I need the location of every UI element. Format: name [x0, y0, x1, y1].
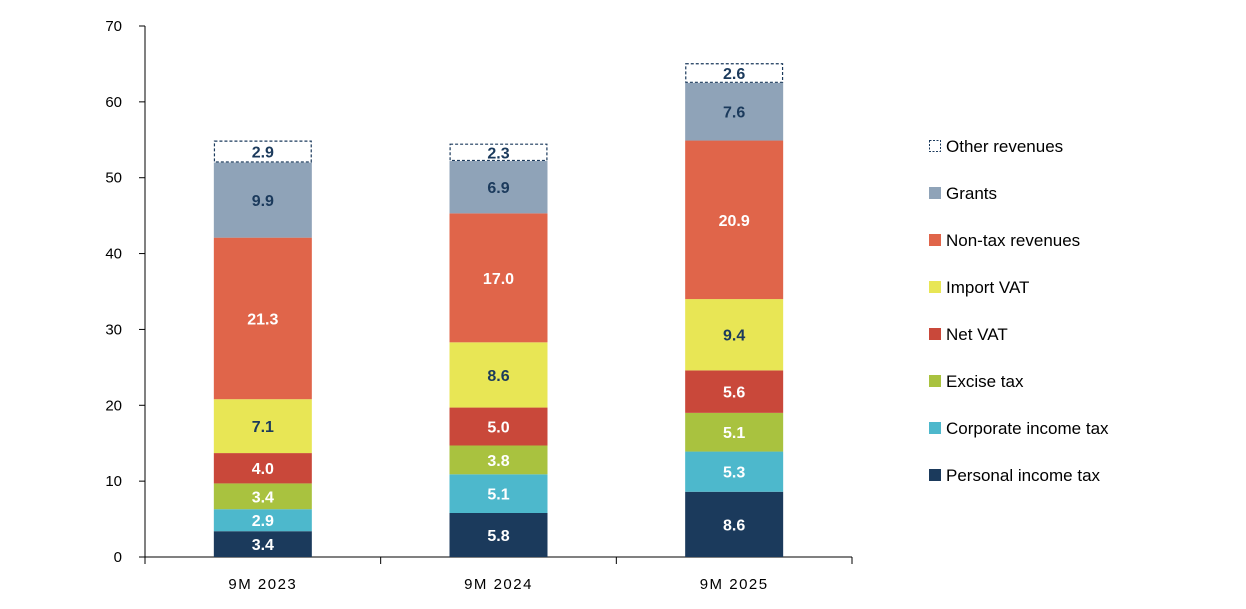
data-label-excise-tax: 3.8 — [487, 453, 509, 470]
axes: 0 10 20 30 40 50 60 70 9M 2023 9M 2024 9M 2025 — [105, 18, 853, 593]
data-label-corporate-income-tax: 2.9 — [252, 513, 274, 530]
bar-excise-tax-9m-2025 — [685, 412, 784, 452]
data-label-non-tax-revenues: 21.3 — [247, 311, 278, 328]
y-tick-label: 40 — [105, 246, 122, 263]
data-label-non-tax-revenues: 17.0 — [483, 271, 514, 288]
bar-other-revenues-9m-2025 — [685, 63, 784, 83]
bar-import-vat-9m-2023 — [213, 399, 312, 454]
data-label-excise-tax: 3.4 — [252, 489, 274, 506]
data-label-net-vat: 5.6 — [723, 385, 745, 402]
bar-non-tax-revenues-9m-2024 — [449, 213, 548, 343]
data-label-non-tax-revenues: 20.9 — [719, 213, 750, 230]
legend-label-grants: Grants — [946, 184, 997, 203]
x-category-label: 9M 2023 — [228, 576, 297, 593]
legend-swatch-net-vat — [929, 328, 941, 340]
bar-net-vat-9m-2023 — [213, 453, 312, 484]
data-label-import-vat: 9.4 — [723, 328, 745, 345]
bar-non-tax-revenues-9m-2023 — [213, 237, 312, 400]
x-category-label: 9M 2025 — [700, 576, 769, 593]
bar-excise-tax-9m-2024 — [449, 445, 548, 475]
data-label-corporate-income-tax: 5.3 — [723, 465, 745, 482]
y-tick-label: 70 — [105, 18, 122, 35]
data-label-net-vat: 4.0 — [252, 461, 274, 478]
legend-label-other-revenues: Other revenues — [946, 137, 1063, 156]
legend-label-corporate-income-tax: Corporate income tax — [946, 419, 1109, 438]
legend-label-net-vat: Net VAT — [946, 325, 1008, 344]
bar-corporate-income-tax-9m-2023 — [213, 509, 312, 532]
data-label-other-revenues: 2.3 — [487, 145, 509, 162]
legend-swatch-grants — [929, 187, 941, 199]
bar-corporate-income-tax-9m-2025 — [685, 451, 784, 492]
data-label-net-vat: 5.0 — [487, 420, 509, 437]
data-label-import-vat: 8.6 — [487, 368, 509, 385]
y-tick-label: 0 — [114, 549, 122, 566]
y-tick-label: 50 — [105, 170, 122, 187]
y-tick-label: 20 — [105, 397, 122, 414]
x-category-label: 9M 2024 — [464, 576, 533, 593]
bar-personal-income-tax-9m-2025 — [685, 491, 784, 557]
legend-label-excise-tax: Excise tax — [946, 372, 1024, 391]
bar-corporate-income-tax-9m-2024 — [449, 474, 548, 514]
data-label-grants: 9.9 — [252, 193, 274, 210]
bar-net-vat-9m-2024 — [449, 407, 548, 446]
data-label-personal-income-tax: 8.6 — [723, 517, 745, 534]
y-tick-label: 10 — [105, 473, 122, 490]
y-tick-label: 60 — [105, 94, 122, 111]
bar-grants-9m-2023 — [213, 162, 312, 238]
bar-personal-income-tax-9m-2024 — [449, 513, 548, 557]
y-tick-label: 30 — [105, 321, 122, 338]
bar-personal-income-tax-9m-2023 — [213, 531, 312, 557]
bars — [213, 63, 784, 557]
data-label-corporate-income-tax: 5.1 — [487, 487, 509, 504]
bar-other-revenues-9m-2023 — [213, 140, 312, 163]
bar-other-revenues-9m-2024 — [449, 143, 548, 162]
bar-import-vat-9m-2025 — [685, 299, 784, 371]
data-label-grants: 7.6 — [723, 105, 745, 122]
data-labels: 3.4 2.9 3.4 4.0 7.1 21.3 9.9 2.9 5.8 5.1 3.8 5.0 8.6… — [247, 66, 750, 554]
data-label-personal-income-tax: 3.4 — [252, 537, 274, 554]
bar-import-vat-9m-2024 — [449, 342, 548, 408]
legend-swatch-personal-income-tax — [929, 469, 941, 481]
legend-label-non-tax-revenues: Non-tax revenues — [946, 231, 1080, 250]
data-label-other-revenues: 2.9 — [252, 145, 274, 162]
legend-swatch-other-revenues — [929, 140, 941, 152]
data-label-other-revenues: 2.6 — [723, 66, 745, 83]
legend-swatch-excise-tax — [929, 375, 941, 387]
legend: Other revenues Grants Non-tax revenues Impo… — [929, 137, 1109, 485]
legend-swatch-non-tax-revenues — [929, 234, 941, 246]
bar-grants-9m-2024 — [449, 161, 548, 214]
bar-excise-tax-9m-2023 — [213, 483, 312, 510]
data-label-excise-tax: 5.1 — [723, 425, 745, 442]
data-label-import-vat: 7.1 — [252, 419, 274, 436]
bar-non-tax-revenues-9m-2025 — [685, 140, 784, 300]
bar-net-vat-9m-2025 — [685, 370, 784, 413]
legend-swatch-corporate-income-tax — [929, 422, 941, 434]
data-label-personal-income-tax: 5.8 — [487, 528, 509, 545]
legend-label-import-vat: Import VAT — [946, 278, 1029, 297]
bar-grants-9m-2025 — [685, 82, 784, 141]
legend-swatch-import-vat — [929, 281, 941, 293]
data-label-grants: 6.9 — [487, 180, 509, 197]
legend-label-personal-income-tax: Personal income tax — [946, 466, 1101, 485]
